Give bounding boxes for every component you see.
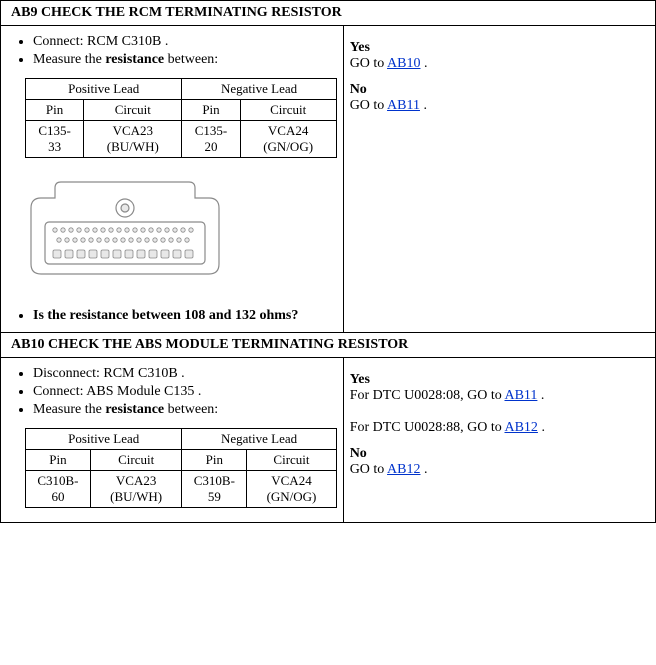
ab9-yes-line: GO to AB10 . bbox=[350, 56, 649, 72]
ab9-yes-pre: GO to bbox=[350, 56, 387, 71]
ab9-no-link[interactable]: AB11 bbox=[387, 98, 420, 113]
ab9-step-measure: Measure the resistance between: bbox=[33, 52, 337, 68]
ab9-neg-header: Negative Lead bbox=[182, 79, 336, 100]
ab10-pos-header: Positive Lead bbox=[26, 429, 182, 450]
ab9-measure-post: between: bbox=[164, 52, 218, 67]
ab10-left: Disconnect: RCM C310B . Connect: ABS Mod… bbox=[1, 358, 344, 523]
ab9-no-post: . bbox=[420, 98, 427, 113]
ab9-question: Is the resistance between 108 and 132 oh… bbox=[33, 308, 337, 324]
ab10-yes-block: Yes For DTC U0028:08, GO to AB11 . For D… bbox=[350, 372, 649, 436]
ab10-pos-pin: C310B-60 bbox=[26, 471, 91, 508]
ab9-pos-circuit: VCA23 (BU/WH) bbox=[84, 121, 182, 158]
ab9-measure-bold: resistance bbox=[105, 52, 164, 67]
ab9-pin-h1: Pin bbox=[26, 100, 84, 121]
ab9-no-line: GO to AB11 . bbox=[350, 98, 649, 114]
ab10-no-link[interactable]: AB12 bbox=[387, 462, 420, 477]
connector-diagram bbox=[25, 178, 225, 288]
ab9-neg-circuit: VCA24 (GN/OG) bbox=[240, 121, 336, 158]
ab10-right: Yes For DTC U0028:08, GO to AB11 . For D… bbox=[343, 358, 655, 523]
ab10-neg-header: Negative Lead bbox=[182, 429, 336, 450]
ab9-steps: Connect: RCM C310B . Measure the resista… bbox=[15, 34, 337, 68]
ab9-neg-pin: C135-20 bbox=[182, 121, 240, 158]
ab9-circuit-h1: Circuit bbox=[84, 100, 182, 121]
ab9-yes-post: . bbox=[420, 56, 427, 71]
ab10-l2-pre: For DTC U0028:88, GO to bbox=[350, 420, 505, 435]
ab10-neg-circuit: VCA24 (GN/OG) bbox=[247, 471, 336, 508]
ab10-heading-cell: AB10 CHECK THE ABS MODULE TERMINATING RE… bbox=[1, 333, 656, 358]
ab9-yes-label: Yes bbox=[350, 40, 649, 56]
ab10-lead-table: Positive Lead Negative Lead Pin Circuit … bbox=[25, 428, 337, 508]
ab10-step-disconnect: Disconnect: RCM C310B . bbox=[33, 366, 337, 382]
ab10-yes-line1: For DTC U0028:08, GO to AB11 . bbox=[350, 388, 649, 404]
ab9-left: Connect: RCM C310B . Measure the resista… bbox=[1, 26, 344, 333]
ab9-no-block: No GO to AB11 . bbox=[350, 82, 649, 114]
ab9-lead-table: Positive Lead Negative Lead Pin Circuit … bbox=[25, 78, 337, 158]
ab9-no-label: No bbox=[350, 82, 649, 98]
ab10-measure-post: between: bbox=[164, 402, 218, 417]
ab9-circuit-h2: Circuit bbox=[240, 100, 336, 121]
ab10-pin-h2: Pin bbox=[182, 450, 247, 471]
diagnostic-table: AB9 CHECK THE RCM TERMINATING RESISTOR C… bbox=[0, 0, 656, 523]
ab10-neg-pin: C310B-59 bbox=[182, 471, 247, 508]
ab10-l1-post: . bbox=[537, 388, 544, 403]
ab10-step-measure: Measure the resistance between: bbox=[33, 402, 337, 418]
ab9-measure-pre: Measure the bbox=[33, 52, 105, 67]
ab10-no-label: No bbox=[350, 446, 649, 462]
ab10-no-post: . bbox=[420, 462, 427, 477]
ab9-pos-pin: C135-33 bbox=[26, 121, 84, 158]
ab10-l2-post: . bbox=[538, 420, 545, 435]
ab10-l2-link[interactable]: AB12 bbox=[504, 420, 537, 435]
ab10-no-line: GO to AB12 . bbox=[350, 462, 649, 478]
ab10-no-block: No GO to AB12 . bbox=[350, 446, 649, 478]
ab10-measure-bold: resistance bbox=[105, 402, 164, 417]
ab9-pin-h2: Pin bbox=[182, 100, 240, 121]
ab9-step-connect: Connect: RCM C310B . bbox=[33, 34, 337, 50]
ab10-circuit-h2: Circuit bbox=[247, 450, 336, 471]
ab9-pos-header: Positive Lead bbox=[26, 79, 182, 100]
ab9-heading-cell: AB9 CHECK THE RCM TERMINATING RESISTOR bbox=[1, 1, 656, 26]
ab9-question-list: Is the resistance between 108 and 132 oh… bbox=[15, 308, 337, 324]
ab9-yes-block: Yes GO to AB10 . bbox=[350, 40, 649, 72]
ab10-yes-line2: For DTC U0028:88, GO to AB12 . bbox=[350, 420, 649, 436]
ab10-steps: Disconnect: RCM C310B . Connect: ABS Mod… bbox=[15, 366, 337, 418]
ab9-title: AB9 CHECK THE RCM TERMINATING RESISTOR bbox=[7, 5, 649, 21]
ab10-yes-label: Yes bbox=[350, 372, 649, 388]
ab9-right: Yes GO to AB10 . No GO to AB11 . bbox=[343, 26, 655, 333]
ab10-step-connect: Connect: ABS Module C135 . bbox=[33, 384, 337, 400]
ab10-title: AB10 CHECK THE ABS MODULE TERMINATING RE… bbox=[7, 337, 649, 353]
ab10-pos-circuit: VCA23 (BU/WH) bbox=[90, 471, 182, 508]
ab9-yes-link[interactable]: AB10 bbox=[387, 56, 420, 71]
ab10-measure-pre: Measure the bbox=[33, 402, 105, 417]
ab10-l1-link[interactable]: AB11 bbox=[504, 388, 537, 403]
ab10-no-pre: GO to bbox=[350, 462, 387, 477]
ab10-circuit-h1: Circuit bbox=[90, 450, 182, 471]
ab9-no-pre: GO to bbox=[350, 98, 387, 113]
ab10-l1-pre: For DTC U0028:08, GO to bbox=[350, 388, 505, 403]
ab10-pin-h1: Pin bbox=[26, 450, 91, 471]
